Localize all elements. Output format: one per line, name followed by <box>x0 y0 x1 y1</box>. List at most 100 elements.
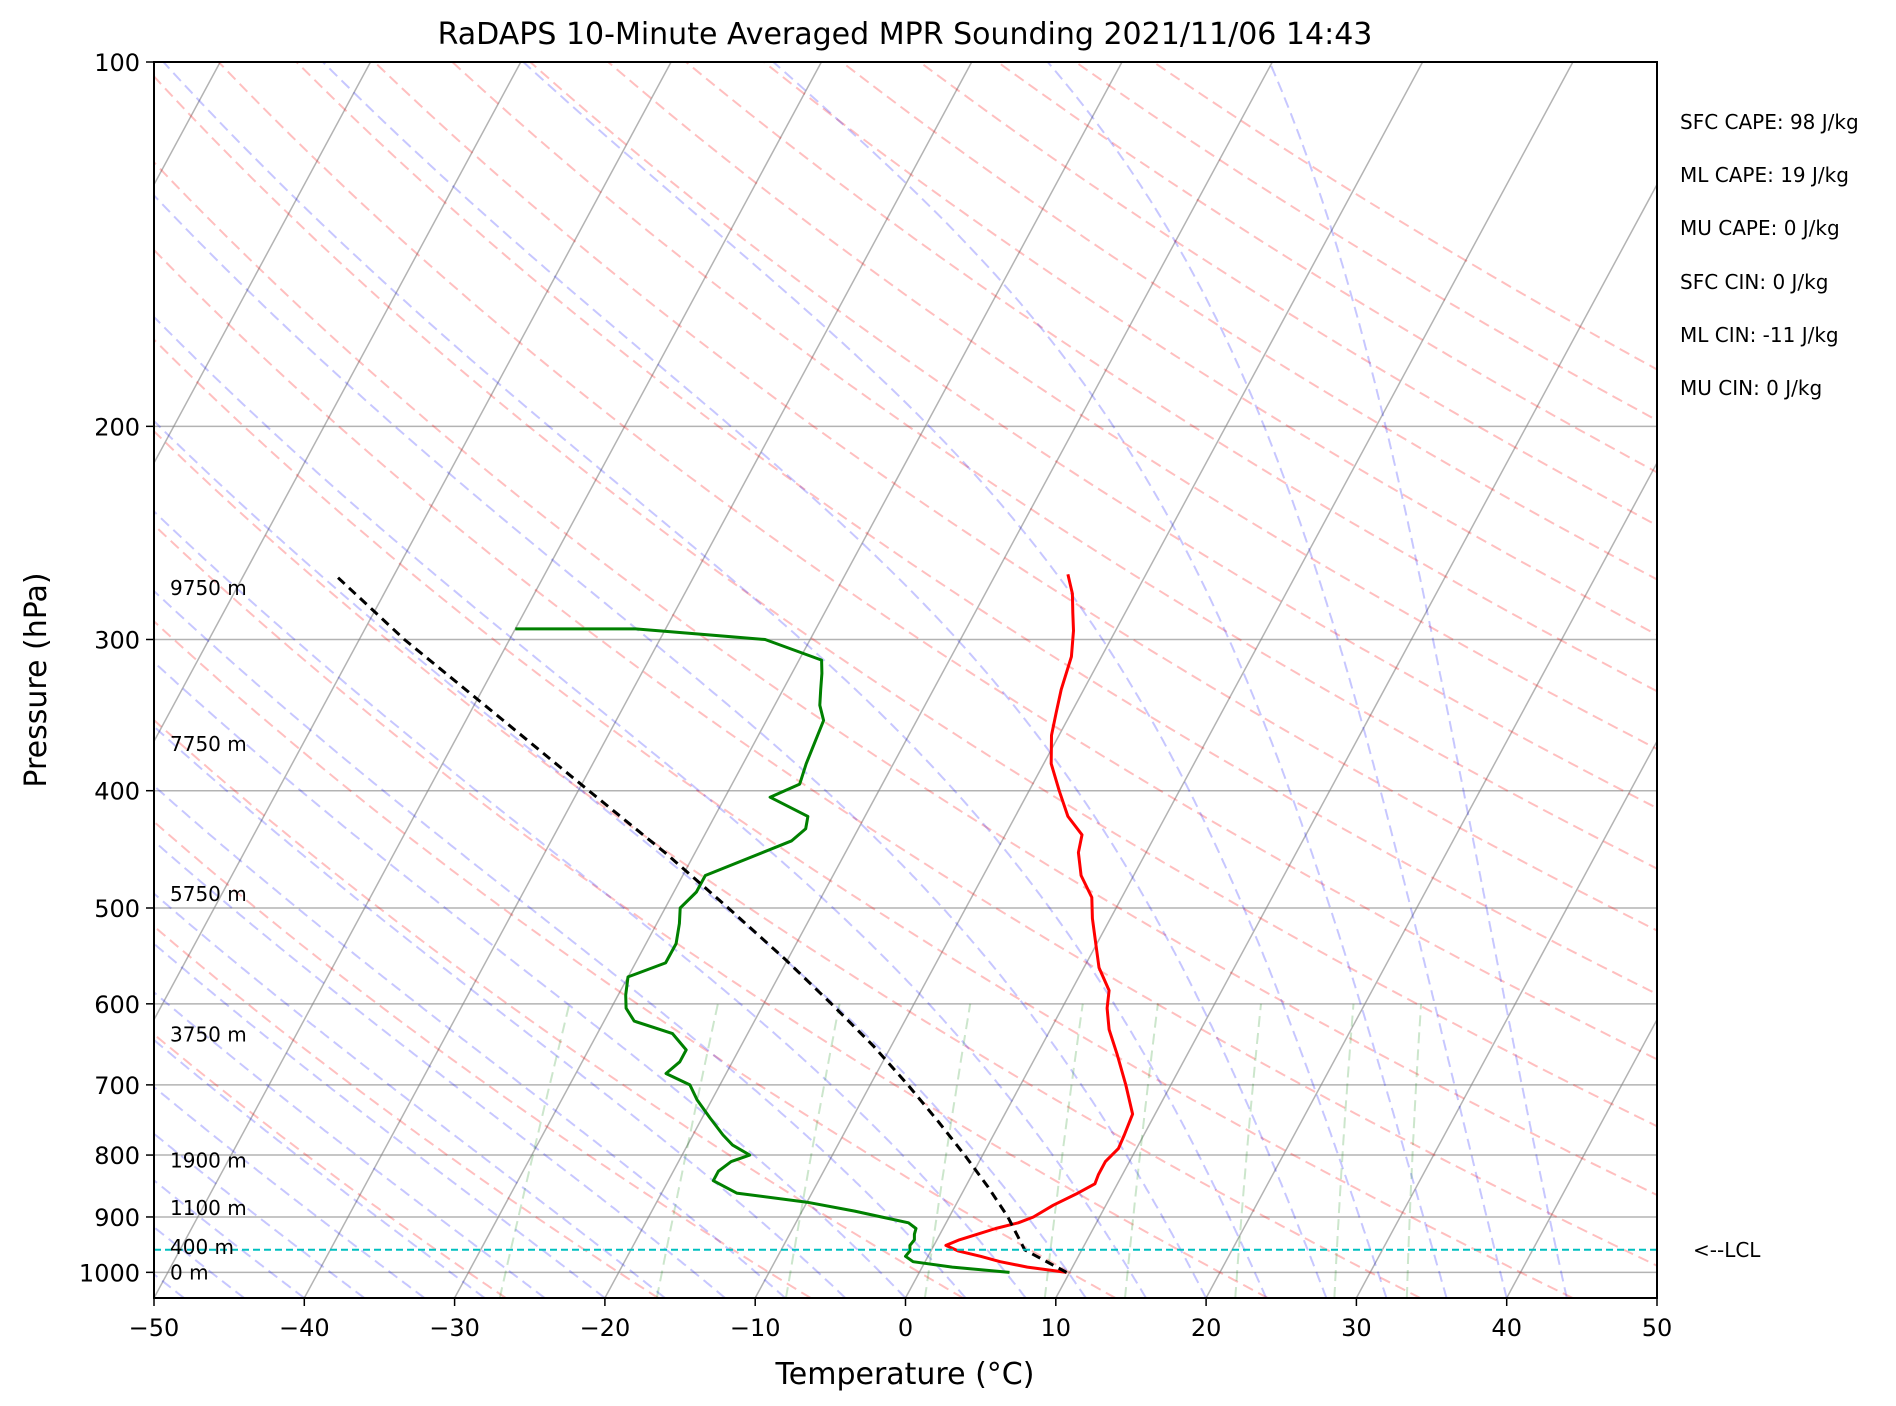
mixing-ratio-line <box>784 1003 841 1298</box>
mixing-ratio-line <box>1405 1003 1423 1298</box>
y-tick-label: 700 <box>94 1072 140 1100</box>
x-tick-label: 30 <box>1341 1314 1372 1342</box>
dry-adiabat-line <box>154 925 659 1298</box>
height-label: 1900 m <box>170 1148 247 1172</box>
isotherm-line <box>1355 739 1657 1298</box>
height-label: 7750 m <box>170 732 247 756</box>
parcel-profile-line <box>333 573 1068 1274</box>
dry-adiabat-line <box>154 160 1657 1197</box>
moist-adiabat-line <box>1046 62 1508 1298</box>
x-axis-label: Temperature (°C) <box>775 1357 1035 1392</box>
isotherm-line <box>154 62 522 743</box>
dry-adiabat-line <box>154 429 1421 1298</box>
dry-adiabat-line <box>154 74 1657 1128</box>
isotherm-line <box>154 62 672 1022</box>
isotherm-line <box>1205 461 1657 1298</box>
moist-adiabat-line <box>154 839 726 1298</box>
y-tick-label: 1000 <box>79 1259 140 1287</box>
moist-adiabat-line <box>322 62 1328 1298</box>
height-label: 0 m <box>170 1260 209 1284</box>
dry-adiabat-line <box>154 338 1574 1298</box>
x-tick-label: 10 <box>1041 1314 1072 1342</box>
isotherm-line <box>1506 1018 1657 1298</box>
moist-adiabat-line <box>154 419 1087 1298</box>
isotherm-line <box>754 62 1424 1298</box>
moist-adiabat-line <box>154 315 1147 1298</box>
lcl-label: <--LCL <box>1693 1238 1761 1262</box>
isotherm-line <box>154 62 823 1298</box>
x-tick-label: −30 <box>429 1314 480 1342</box>
y-tick-label: 400 <box>94 778 140 806</box>
moist-adiabat-line <box>154 660 907 1298</box>
y-tick-label: 800 <box>94 1142 140 1170</box>
height-label: 5750 m <box>170 882 247 906</box>
moist-adiabat-line <box>522 62 1388 1298</box>
height-label: 400 m <box>170 1235 234 1259</box>
dry-adiabat-line <box>154 718 964 1298</box>
dry-adiabat-line <box>685 62 1657 693</box>
height-label: 1100 m <box>170 1196 247 1220</box>
height-label: 9750 m <box>170 576 247 600</box>
moist-adiabat-line <box>154 510 1027 1298</box>
x-tick-label: 20 <box>1191 1314 1222 1342</box>
moist-adiabat-line <box>772 62 1448 1298</box>
isotherm-line <box>154 62 372 465</box>
moist-adiabat-line <box>154 991 546 1298</box>
mixing-ratio-line <box>1124 1003 1159 1298</box>
x-tick-label: 40 <box>1491 1314 1522 1342</box>
dry-adiabat-line <box>154 820 812 1298</box>
x-tick-label: −40 <box>279 1314 330 1342</box>
dry-adiabat-line <box>154 248 1657 1267</box>
moist-adiabat-line <box>154 194 1207 1298</box>
y-axis-label: Pressure (hPa) <box>19 572 54 787</box>
height-label: 3750 m <box>170 1022 247 1046</box>
sfc-cin-text: SFC CIN: 0 J/kg <box>1680 270 1828 294</box>
y-tick-label: 100 <box>94 49 140 77</box>
moist-adiabat-line <box>154 1132 366 1298</box>
dewpoint-profile-line <box>515 627 1010 1274</box>
mu-cin-text: MU CIN: 0 J/kg <box>1680 376 1822 400</box>
mixing-ratio-line <box>655 1003 719 1298</box>
moist-adiabat-line <box>154 892 666 1298</box>
dry-adiabat-line <box>217 62 1657 1061</box>
isotherm-line <box>1055 183 1657 1298</box>
moist-adiabat-line <box>1268 62 1568 1298</box>
mixing-ratio-line <box>923 1003 972 1298</box>
ml-cin-text: ML CIN: -11 J/kg <box>1680 323 1839 347</box>
isotherm-line <box>604 62 1273 1298</box>
mixing-ratio-line <box>1043 1003 1084 1298</box>
moist-adiabat-line <box>154 1038 486 1298</box>
x-tick-label: −10 <box>730 1314 781 1342</box>
y-tick-label: 500 <box>94 895 140 923</box>
dry-adiabat-line <box>154 619 1116 1298</box>
mu-cape-text: MU CAPE: 0 J/kg <box>1680 216 1840 240</box>
moist-adiabat-line <box>154 589 967 1298</box>
x-tick-label: −20 <box>580 1314 631 1342</box>
isotherm-line <box>303 62 973 1298</box>
chart-title: RaDAPS 10-Minute Averaged MPR Sounding 2… <box>438 17 1373 52</box>
moist-adiabat-line <box>154 725 847 1298</box>
moist-adiabat-line <box>154 942 606 1298</box>
y-tick-label: 900 <box>94 1204 140 1232</box>
x-tick-label: 50 <box>1642 1314 1673 1342</box>
dry-adiabat-line <box>373 62 1657 932</box>
isotherm-line <box>904 62 1574 1298</box>
mixing-ratio-line <box>498 1003 571 1298</box>
moist-adiabat-line <box>154 1085 426 1298</box>
y-tick-label: 600 <box>94 991 140 1019</box>
y-tick-label: 200 <box>94 413 140 441</box>
moist-adiabat-line <box>162 62 1268 1298</box>
x-tick-label: −50 <box>129 1314 180 1342</box>
x-tick-label: 0 <box>898 1314 913 1342</box>
temperature-profile-line <box>944 573 1135 1274</box>
y-tick-label: 300 <box>94 626 140 654</box>
mixing-ratio-line <box>1333 1003 1355 1298</box>
dry-adiabat-line <box>295 62 1657 996</box>
dry-adiabat-line <box>607 62 1657 751</box>
moist-adiabat-line <box>154 1179 305 1298</box>
dry-adiabat-line <box>841 62 1657 581</box>
sfc-cape-text: SFC CAPE: 98 J/kg <box>1680 110 1859 134</box>
dry-adiabat-line <box>154 523 1269 1298</box>
mixing-ratio-line <box>1234 1003 1262 1298</box>
